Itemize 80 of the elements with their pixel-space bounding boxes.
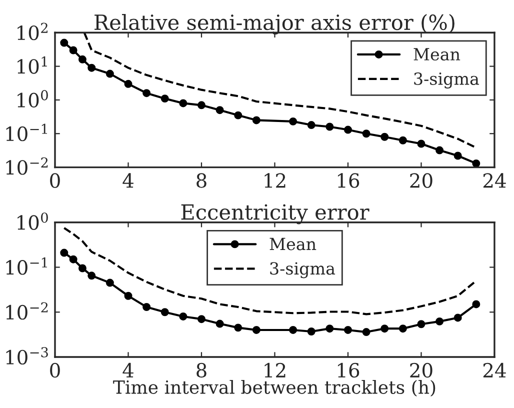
point [179, 99, 188, 108]
y-tick-label: 10$^{−1}$ [6, 257, 47, 275]
point [326, 122, 334, 131]
x-tick-label: 4 [122, 173, 134, 188]
x-tick-label: 24 [483, 362, 506, 378]
point [362, 328, 370, 336]
y-tick-label: 10$^{2}$ [18, 22, 48, 40]
point [252, 326, 260, 334]
point [307, 328, 316, 336]
y-tick-label: 10$^{−2}$ [6, 157, 48, 175]
point [234, 324, 242, 332]
point [197, 101, 206, 110]
line-series [83, 32, 478, 149]
point [436, 146, 444, 154]
point [344, 326, 352, 334]
legend-label: 3-sigma [414, 72, 479, 88]
point [179, 312, 188, 320]
point [398, 136, 407, 144]
y-tick-label: 10$^{0}$ [18, 212, 48, 230]
point [472, 159, 480, 168]
point [454, 152, 462, 160]
point [344, 126, 352, 134]
y-tick-label: 10$^{0}$ [18, 90, 48, 108]
point [417, 140, 426, 148]
x-tick-label: 12 [264, 173, 286, 188]
point [78, 264, 86, 272]
point [60, 38, 68, 47]
point [142, 303, 151, 311]
point [124, 292, 132, 300]
point [454, 314, 462, 322]
chart-title: Relative semi-major axis error (%) [94, 14, 454, 34]
point [234, 111, 242, 120]
legend-label: Mean [270, 238, 316, 250]
point [197, 315, 206, 324]
point [160, 94, 169, 103]
x-tick-label: 16 [338, 173, 360, 188]
x-tick-label: 20 [410, 362, 432, 378]
point [380, 324, 389, 333]
x-tick-label: 24 [483, 173, 506, 188]
legend-label: Mean [414, 48, 460, 61]
point [160, 308, 169, 316]
point [362, 130, 370, 138]
point [289, 326, 298, 334]
point [380, 132, 389, 141]
point [106, 278, 114, 287]
y-tick-label: 10$^{−1}$ [6, 124, 47, 142]
point [216, 320, 224, 328]
point [326, 324, 334, 333]
x-tick-label: 16 [338, 362, 360, 378]
x-tick-label: 8 [196, 362, 206, 378]
x-tick-label: 0 [50, 362, 60, 378]
point [436, 317, 444, 326]
x-tick-label: 20 [410, 173, 432, 188]
y-tick-label: 10$^{−3}$ [6, 347, 48, 365]
point [289, 117, 298, 126]
point [60, 248, 68, 257]
point [398, 324, 407, 333]
y-tick-label: 10$^{1}$ [18, 56, 47, 74]
point [69, 46, 78, 54]
y-tick-label: 10$^{−2}$ [6, 302, 48, 320]
point [142, 89, 151, 98]
point [252, 116, 260, 124]
point [417, 320, 426, 328]
point [124, 80, 132, 88]
point [216, 106, 224, 114]
x-tick-label: 12 [264, 362, 286, 378]
point [88, 272, 96, 280]
x-tick-label: 0 [50, 173, 60, 188]
point [106, 70, 114, 78]
point [69, 255, 78, 264]
point [307, 121, 316, 130]
point [472, 300, 480, 308]
chart-title: Eccentricity error [181, 204, 370, 224]
point [78, 55, 86, 64]
legend-label: 3-sigma [270, 262, 336, 278]
line-series [63, 226, 478, 316]
x-axis-title: Time interval between tracklets (h) [113, 380, 436, 397]
x-tick-label: 8 [196, 173, 206, 188]
point [88, 64, 96, 72]
x-tick-label: 4 [122, 362, 134, 378]
